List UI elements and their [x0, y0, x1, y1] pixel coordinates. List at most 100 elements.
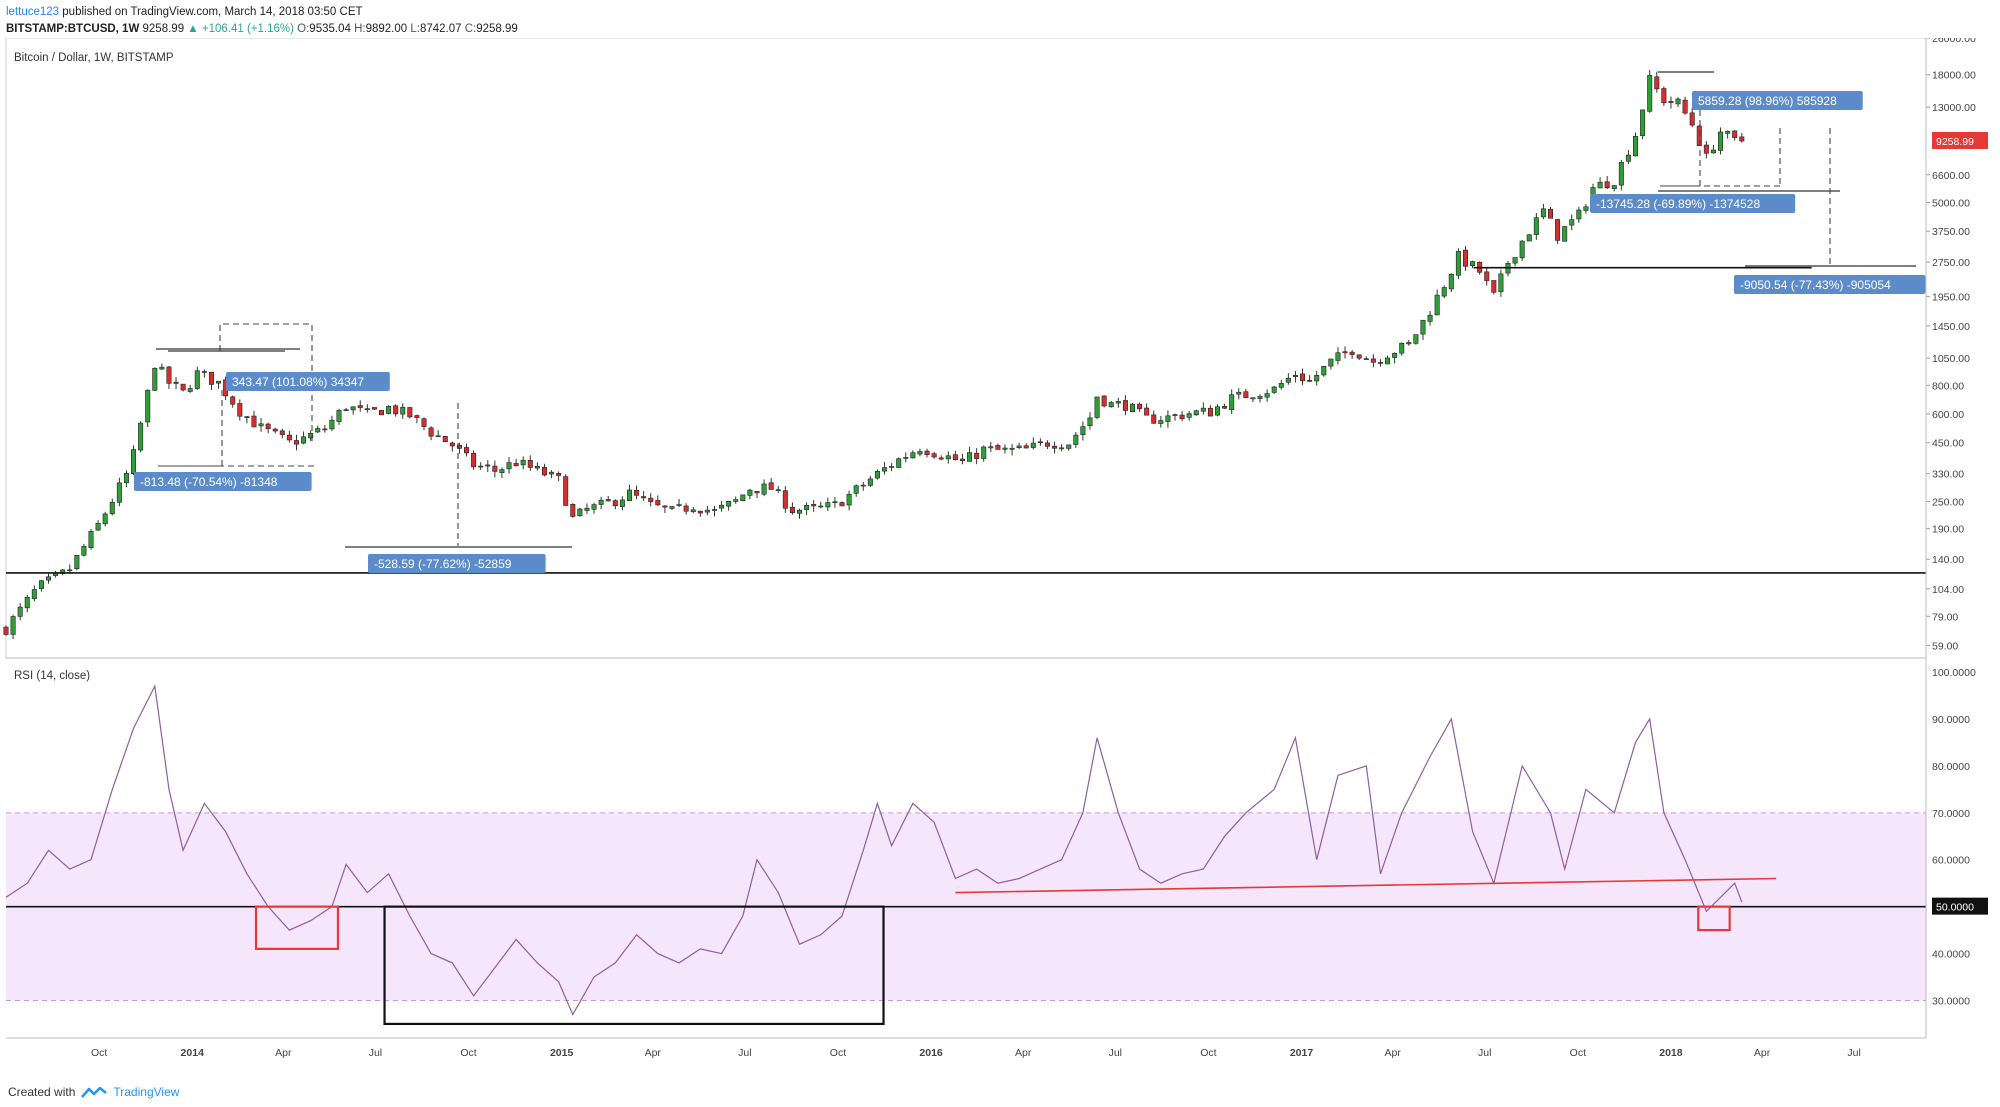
candle-body	[1533, 217, 1539, 235]
candle-body	[265, 423, 271, 430]
candle-body	[145, 389, 151, 423]
candle-body	[1037, 441, 1043, 444]
candle-body	[612, 500, 618, 507]
candle-body	[272, 428, 278, 432]
rsi-axis-tick: 80.0000	[1932, 761, 1970, 773]
candle-body	[1448, 273, 1454, 290]
candle-body	[1427, 314, 1433, 322]
candle-body	[329, 419, 335, 430]
tradingview-logo-icon	[81, 1086, 108, 1098]
candle-body	[1250, 397, 1256, 400]
candle-body	[230, 396, 236, 405]
chart-area[interactable]: 26000.00 18000.00 13000.00 9258.99 6600.00 50…	[0, 38, 2000, 1078]
candle-body	[1703, 144, 1709, 154]
candle-body	[1300, 373, 1306, 382]
candle-body	[832, 501, 838, 504]
candle-body	[584, 507, 590, 511]
candle-body	[534, 465, 540, 469]
created-with-text: Created with	[8, 1085, 76, 1099]
candle-body	[1264, 393, 1270, 398]
candle-body	[1455, 251, 1461, 276]
rsi-axis-tick: 60.0000	[1932, 855, 1970, 867]
price-axis-tick: 1450.00	[1932, 321, 1970, 333]
candle-body	[244, 416, 250, 418]
price-axis-tick: 3750.00	[1932, 226, 1970, 238]
candle-body	[166, 366, 172, 384]
candle-body	[1236, 391, 1242, 395]
rsi-pane[interactable]	[5, 684, 1926, 1026]
candle-body	[641, 496, 647, 499]
candle-body	[286, 434, 292, 441]
rsi-axis-tick: 50.0000	[1936, 902, 1974, 914]
time-axis-tick: Jul	[1478, 1047, 1491, 1059]
candle-body	[435, 435, 441, 438]
candle-body	[1661, 88, 1667, 104]
candle-body	[1193, 410, 1199, 416]
last-price-tag	[1932, 132, 1988, 150]
candle-body	[400, 406, 406, 415]
price-pane[interactable]	[3, 70, 1926, 640]
candle-body	[1498, 273, 1504, 293]
time-axis-tick: Oct	[460, 1047, 476, 1059]
candle-body	[1385, 357, 1391, 365]
candle-body	[74, 554, 80, 569]
candle-body	[251, 415, 257, 428]
candle-body	[874, 470, 880, 479]
candle-body	[782, 490, 788, 509]
price-axis-tick: 1950.00	[1932, 291, 1970, 303]
candle-body	[1413, 334, 1419, 344]
candle-body	[1370, 358, 1376, 363]
candle-body	[1725, 130, 1731, 134]
candle-body	[598, 499, 604, 505]
candle-body	[308, 432, 314, 439]
rsi-axis-tick: 100.0000	[1932, 667, 1976, 679]
candle-body	[853, 485, 859, 494]
tradingview-brand-link[interactable]: TradingView	[113, 1085, 180, 1099]
candle-body	[1179, 414, 1185, 420]
candle-body	[38, 580, 44, 589]
candle-body	[1080, 426, 1086, 436]
publish-line: lettuce123 published on TradingView.com,…	[6, 4, 518, 21]
candle-body	[1696, 125, 1702, 146]
candle-body	[1739, 136, 1745, 142]
price-axis-tick: 18000.00	[1932, 70, 1976, 82]
time-axis-tick: Apr	[645, 1047, 662, 1059]
close-label: C:	[464, 23, 477, 35]
candle-body	[704, 509, 710, 513]
price-axis-tick: 1050.00	[1932, 353, 1970, 365]
candle-body	[952, 454, 958, 461]
candle-body	[1307, 380, 1313, 382]
candle-body	[315, 428, 321, 433]
candle-body	[1052, 445, 1058, 449]
candle-body	[1115, 401, 1121, 404]
candle-body	[903, 457, 909, 459]
candle-body	[931, 453, 937, 458]
measure-label: -813.48 (-70.54%) -81348	[140, 475, 278, 489]
rsi-highlight-box	[254, 905, 340, 950]
candle-body	[541, 466, 547, 476]
rsi-trendline	[955, 877, 1777, 894]
measure-label-bg	[226, 372, 390, 391]
candle-body	[421, 418, 427, 427]
candle-body	[371, 407, 377, 410]
candle-body	[1625, 154, 1631, 162]
time-axis-tick: 2016	[919, 1047, 943, 1059]
author-link[interactable]: lettuce123	[6, 6, 60, 18]
ohlc-line: BITSTAMP:BTCUSD, 1W 9258.99 ▲ +106.41 (+…	[6, 21, 518, 38]
candle-body	[407, 407, 413, 418]
rsi-midline-tag	[1932, 897, 1988, 915]
candle-body	[1569, 219, 1575, 226]
time-axis-tick: Jul	[1109, 1047, 1122, 1059]
time-axis-tick: Jul	[1847, 1047, 1860, 1059]
candle-body	[662, 505, 668, 508]
candle-body	[1583, 206, 1589, 211]
candle-body	[995, 445, 1001, 450]
candle-body	[1059, 447, 1065, 450]
candle-body	[711, 509, 717, 511]
rsi-highlight-box	[383, 905, 885, 1026]
candle-body	[258, 423, 264, 427]
candle-body	[634, 489, 640, 496]
candle-body	[1137, 403, 1143, 409]
candle-body	[1519, 240, 1525, 259]
measure-label-bg	[368, 554, 546, 573]
